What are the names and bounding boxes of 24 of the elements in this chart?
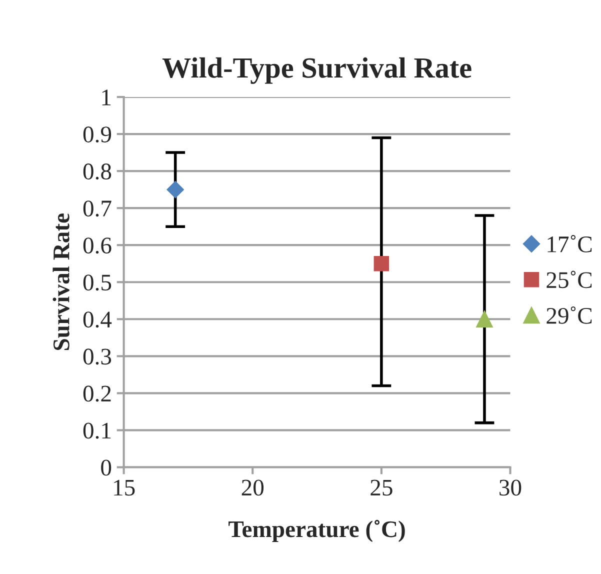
point [476, 310, 493, 328]
y-tick-label: 0 [101, 460, 112, 476]
y-tick-label: 0.3 [83, 348, 112, 365]
legend-label: 17˚C [548, 235, 592, 252]
y-tick-label: 0.7 [83, 200, 112, 217]
point [166, 181, 184, 198]
x-tick-label: 20 [242, 480, 264, 496]
x-tick-label: 30 [500, 480, 522, 496]
y-axis-title: Survival Rate [52, 214, 70, 350]
x-tick-label: 15 [114, 480, 135, 496]
legend-label: 29˚C [546, 306, 592, 324]
y-tick-label: 0.2 [83, 386, 111, 402]
y-tick-label: 0.9 [83, 126, 112, 143]
chart-title: Wild-Type Survival Rate [162, 57, 472, 84]
y-tick-label: 0.8 [83, 164, 112, 180]
legend-label: 25˚C [546, 270, 592, 288]
y-tick-label: 0.6 [83, 238, 112, 254]
y-tick-label: 0.4 [83, 312, 112, 328]
y-tick-label: 0.1 [83, 422, 111, 439]
point [374, 256, 390, 272]
x-axis-title: Temperature (˚C) [228, 520, 405, 542]
y-tick-label: 1 [102, 90, 111, 106]
y-tick-label: 0.5 [83, 274, 112, 291]
x-tick-label: 25 [370, 480, 392, 496]
